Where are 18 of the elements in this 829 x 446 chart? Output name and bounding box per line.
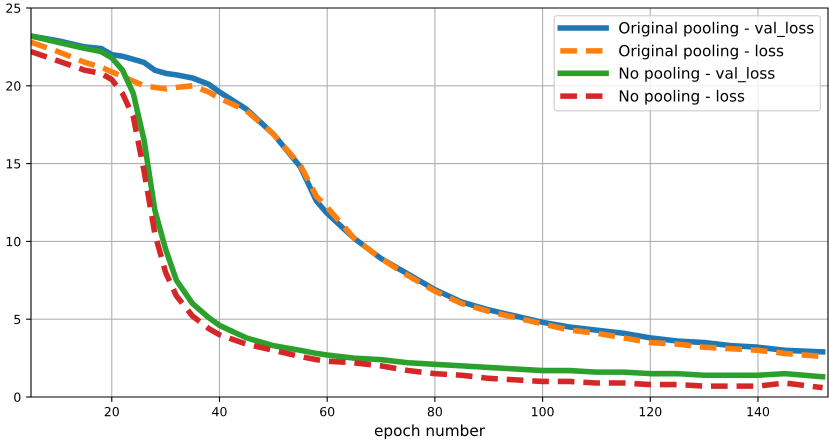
legend-label: No pooling - loss	[620, 90, 744, 105]
x-tick-label: 40	[212, 406, 227, 416]
x-axis-title: epoch number	[374, 424, 486, 440]
legend-label: No pooling - val_loss	[620, 67, 774, 82]
y-tick-label: 0	[14, 392, 20, 402]
y-tick-label: 15	[6, 159, 20, 169]
x-tick-label: 60	[320, 406, 334, 416]
x-tick-label: 20	[104, 406, 119, 416]
legend-label: Original pooling - loss	[619, 44, 784, 60]
x-tick-label: 100	[532, 406, 554, 416]
legend-label: Original pooling - val_loss	[619, 22, 814, 37]
x-tick-label: 80	[428, 406, 442, 416]
y-tick-label: 5	[14, 314, 20, 324]
y-tick-label: 10	[6, 236, 20, 246]
y-tick-label: 20	[6, 81, 20, 91]
x-tick-label: 120	[640, 406, 662, 416]
y-tick-label: 25	[6, 3, 20, 13]
x-tick-label: 140	[747, 406, 770, 416]
